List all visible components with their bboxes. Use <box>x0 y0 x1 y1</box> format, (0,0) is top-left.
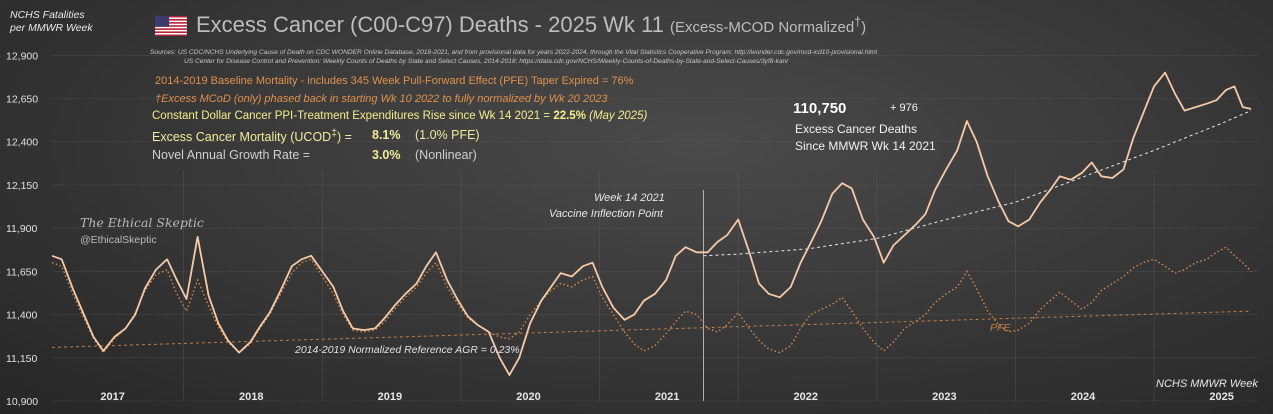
inflection-label-line1: Week 14 2021 <box>594 192 665 204</box>
baseline-note: 2014-2019 Baseline Mortality - includes … <box>155 75 634 87</box>
excess-label-line1: Excess Cancer Deaths <box>795 122 918 136</box>
y-axis-title: NCHS Fatalities per MMWR Week <box>10 9 93 35</box>
y-tick-label: 10,900 <box>6 396 38 408</box>
chart-title-dagger: † <box>854 15 862 29</box>
y-tick-label: 12,900 <box>6 50 38 62</box>
ppi-note: Constant Dollar Cancer PPI-Treatment Exp… <box>152 110 647 122</box>
x-tick-label: 2022 <box>793 391 817 403</box>
x-tick-label: 2025 <box>1209 391 1233 403</box>
us-flag-icon <box>155 16 187 41</box>
twitter-handle: @EthicalSkeptic <box>80 234 157 246</box>
sources: Sources: US CDC/NCHS Underlying Cause of… <box>150 48 877 66</box>
mcod-note: †Excess MCoD (only) phased back in start… <box>155 93 608 105</box>
ppi-note-value: 22.5% <box>553 110 586 122</box>
ucod-label: Excess Cancer Mortality (UCOD <box>152 130 332 145</box>
reference-label: 2014-2019 Normalized Reference AGR = 0.2… <box>295 344 520 356</box>
x-tick-label: 2018 <box>239 391 263 403</box>
reference-line <box>51 310 1252 348</box>
y-tick-label: 11,150 <box>6 353 37 365</box>
excess-total: 110,750 <box>793 100 847 117</box>
ppi-note-suffix: (May 2025) <box>585 110 648 122</box>
x-tick-label: 2017 <box>100 391 124 403</box>
y-tick-label: 11,400 <box>6 310 37 322</box>
y-tick-label: 12,650 <box>6 94 38 106</box>
source-line-2: US Center for Disease Control and Preven… <box>184 58 789 65</box>
ppi-note-prefix: Constant Dollar Cancer PPI-Treatment Exp… <box>152 110 554 122</box>
y-tick-label: 11,650 <box>6 266 37 278</box>
y-axis-title-line1: NCHS Fatalities <box>10 9 85 21</box>
ucod-pfe: (1.0% PFE) <box>415 128 480 142</box>
growth-label: Novel Annual Growth Rate = <box>152 148 311 162</box>
chart-title-sub: (Excess-MCOD Normalized <box>670 19 855 36</box>
trend-curve <box>703 110 1252 257</box>
x-tick-label: 2021 <box>655 391 679 403</box>
ucod-value: 8.1% <box>372 128 401 142</box>
series-line-baseline <box>51 246 1252 354</box>
growth-note: (Nonlinear) <box>415 148 477 162</box>
growth-value: 3.0% <box>372 148 401 162</box>
ucod-equals: ) = <box>337 130 352 145</box>
y-tick-label: 11,900 <box>6 223 37 235</box>
chart-title-close: ) <box>861 19 867 36</box>
y-tick-label: 12,400 <box>6 137 38 149</box>
series-line-actual <box>51 71 1252 376</box>
ucod-value-text: 8.1% <box>372 128 401 142</box>
x-tick-label: 2020 <box>516 391 540 403</box>
excess-weekly: + 976 <box>890 102 918 114</box>
y-tick-label: 12,150 <box>6 180 38 192</box>
ucod-dagger: ‡ <box>331 128 337 139</box>
pfe-label: PFE <box>990 322 1011 334</box>
x-tick-label: 2019 <box>378 391 402 403</box>
y-axis-title-line2: per MMWR Week <box>10 22 93 34</box>
ethical-skeptic-logo: The Ethical Skeptic <box>80 215 204 230</box>
chart-title-main: Excess Cancer (C00-C97) Deaths - 2025 Wk… <box>196 12 670 37</box>
ucod-line: Excess Cancer Mortality (UCOD‡) = <box>152 128 352 144</box>
inflection-label-line2: Vaccine Inflection Point <box>549 208 663 220</box>
chart-title: Excess Cancer (C00-C97) Deaths - 2025 Wk… <box>196 12 866 38</box>
x-axis-note: NCHS MMWR Week <box>1156 378 1258 390</box>
growth-value-text: 3.0% <box>372 148 401 162</box>
x-tick-label: 2023 <box>932 391 956 403</box>
source-line-1: Sources: US CDC/NCHS Underlying Cause of… <box>150 49 878 56</box>
x-tick-label: 2024 <box>1071 391 1096 403</box>
excess-label-line2: Since MMWR Wk 14 2021 <box>795 139 936 153</box>
